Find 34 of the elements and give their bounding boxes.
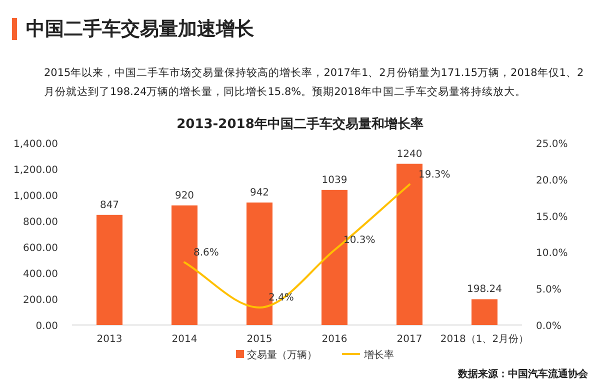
- y-tick-label: 1,000.00: [13, 191, 58, 202]
- data-label: 1240: [396, 148, 422, 160]
- data-label: 198.24: [467, 284, 502, 296]
- x-tick-label: 2015: [246, 334, 272, 345]
- y-tick-label: 800.00: [23, 217, 58, 228]
- x-tick-label: 2017: [396, 334, 422, 345]
- y2-tick-label: 10.0%: [536, 248, 568, 260]
- y2-tick-label: 0.0%: [536, 321, 562, 332]
- bar: [472, 299, 498, 325]
- title: 中国二手车交易量加速增长: [26, 17, 254, 42]
- data-label: 1039: [322, 174, 348, 186]
- y2-tick-label: 25.0%: [536, 139, 568, 150]
- y2-tick-label: 5.0%: [536, 284, 562, 296]
- x-tick-label: 2018（1、2月份）: [440, 334, 529, 345]
- x-tick-label: 2016: [322, 334, 348, 345]
- y-tick-label: 600.00: [23, 243, 58, 254]
- y-tick-label: 1,400.00: [13, 139, 58, 150]
- x-tick-label: 2013: [96, 334, 122, 345]
- y-tick-label: 0.00: [36, 321, 58, 332]
- bar: [96, 214, 122, 325]
- source-note: 数据来源：中国汽车流通协会: [457, 368, 589, 380]
- y-tick-label: 200.00: [23, 295, 58, 306]
- y-tick-label: 400.00: [23, 269, 58, 280]
- data-label: 920: [174, 190, 194, 202]
- y2-tick-label: 20.0%: [536, 175, 568, 186]
- x-tick-label: 2014: [172, 334, 198, 345]
- legend-label: 交易量（万辆）: [247, 349, 317, 361]
- legend-label: 增长率: [363, 349, 394, 361]
- subtitle: 2015年以来，中国二手车市场交易量保持较高的增长率，2017年1、2月份销量为171.15万辆，2018年仅1、2月份就达到了198.24万辆的增长量，同比增长15.8%。预期2018年中国二手车交易量将持续放大。: [44, 66, 585, 100]
- y-tick-label: 1,200.00: [13, 165, 58, 176]
- y2-tick-label: 15.0%: [536, 212, 568, 223]
- data-label: 847: [100, 200, 120, 211]
- text: 2013-2018年中国二手车交易量和增长率: [176, 116, 424, 132]
- data-label: 942: [250, 188, 270, 199]
